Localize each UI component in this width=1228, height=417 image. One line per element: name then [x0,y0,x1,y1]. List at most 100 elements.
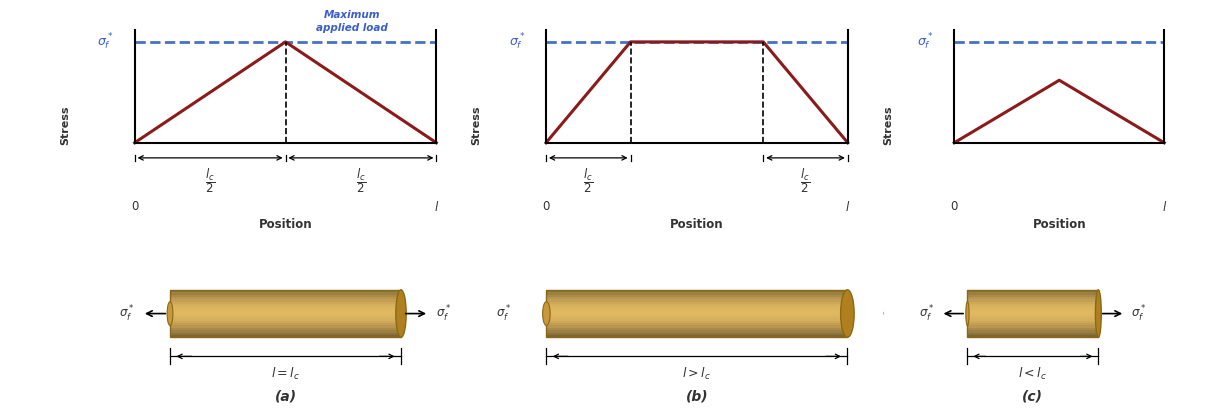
Bar [169,290,402,337]
Bar [546,330,847,333]
Bar [546,333,847,335]
Text: $\dfrac{l_c}{2}$: $\dfrac{l_c}{2}$ [356,166,366,195]
Bar [968,311,1098,314]
Bar [546,328,847,330]
Text: $l$: $l$ [845,200,850,214]
Ellipse shape [167,302,173,325]
Bar [546,290,847,292]
Bar [169,333,402,335]
Bar [968,292,1098,294]
Bar [169,306,402,309]
Text: $\sigma_f^*$: $\sigma_f^*$ [508,32,524,52]
Ellipse shape [1095,290,1102,337]
Bar [546,294,847,297]
Bar [169,302,402,304]
Text: $\dfrac{l_c}{2}$: $\dfrac{l_c}{2}$ [801,166,810,195]
Text: 0: 0 [131,200,139,213]
Text: $\sigma_f^*$: $\sigma_f^*$ [919,304,935,324]
Bar [169,299,402,302]
Bar [968,297,1098,299]
Bar [169,325,402,328]
Bar [546,302,847,304]
Bar [169,318,402,321]
Bar [968,306,1098,309]
Bar [968,316,1098,318]
Text: $l < l_c$: $l < l_c$ [1018,366,1047,382]
Text: $\dfrac{l_c}{2}$: $\dfrac{l_c}{2}$ [205,166,215,195]
Bar [546,321,847,323]
Text: Maximum
applied load: Maximum applied load [316,10,388,33]
Bar [968,328,1098,330]
Bar [968,323,1098,325]
Text: (a): (a) [274,390,297,404]
Bar [546,335,847,337]
Text: $l$: $l$ [433,200,438,214]
Bar [968,335,1098,337]
Bar [968,290,1098,292]
Bar [546,306,847,309]
Bar [169,311,402,314]
Bar [546,304,847,306]
Bar [169,304,402,306]
Bar [968,309,1098,311]
Text: 0: 0 [543,200,550,213]
Text: $\sigma_f^*$: $\sigma_f^*$ [1131,304,1147,324]
Text: $l = l_c$: $l = l_c$ [271,366,300,382]
Text: $l$: $l$ [1162,200,1167,214]
Bar [968,299,1098,302]
Bar [169,294,402,297]
Bar [546,323,847,325]
Bar [968,333,1098,335]
Bar [968,294,1098,297]
Bar [968,314,1098,316]
Bar [169,321,402,323]
Text: Stress: Stress [60,106,70,145]
Text: (c): (c) [1023,390,1044,404]
Bar [169,297,402,299]
Bar [546,314,847,316]
Text: $l > l_c$: $l > l_c$ [683,366,711,382]
Text: Position: Position [1033,219,1086,231]
Bar [169,330,402,333]
Bar [546,290,847,337]
Ellipse shape [543,302,550,325]
Bar [169,328,402,330]
Text: $\sigma_f^*$: $\sigma_f^*$ [119,304,135,324]
Bar [169,309,402,311]
Text: (b): (b) [685,390,709,404]
Bar [968,318,1098,321]
Text: Position: Position [259,219,312,231]
Text: $\dfrac{l_c}{2}$: $\dfrac{l_c}{2}$ [583,166,593,195]
Bar [546,297,847,299]
Text: $\sigma_f^*$: $\sigma_f^*$ [97,32,113,52]
Bar [169,335,402,337]
Bar [546,318,847,321]
Ellipse shape [965,302,969,325]
Bar [968,321,1098,323]
Bar [169,290,402,292]
Bar [546,316,847,318]
Ellipse shape [395,290,406,337]
Text: 0: 0 [950,200,958,213]
Ellipse shape [841,290,855,337]
Bar [968,325,1098,328]
Bar [169,314,402,316]
Bar [968,304,1098,306]
Text: $\sigma_f^*$: $\sigma_f^*$ [496,304,511,324]
Bar [169,292,402,294]
Bar [546,325,847,328]
Text: Stress: Stress [883,106,893,145]
Text: Position: Position [670,219,723,231]
Bar [968,330,1098,333]
Bar [169,316,402,318]
Bar [169,323,402,325]
Bar [546,309,847,311]
Bar [968,290,1098,337]
Text: $\sigma_f^*$: $\sigma_f^*$ [917,32,933,52]
Bar [968,302,1098,304]
Text: Stress: Stress [472,106,481,145]
Text: $\sigma_f^*$: $\sigma_f^*$ [883,304,898,324]
Bar [546,299,847,302]
Bar [546,292,847,294]
Bar [546,311,847,314]
